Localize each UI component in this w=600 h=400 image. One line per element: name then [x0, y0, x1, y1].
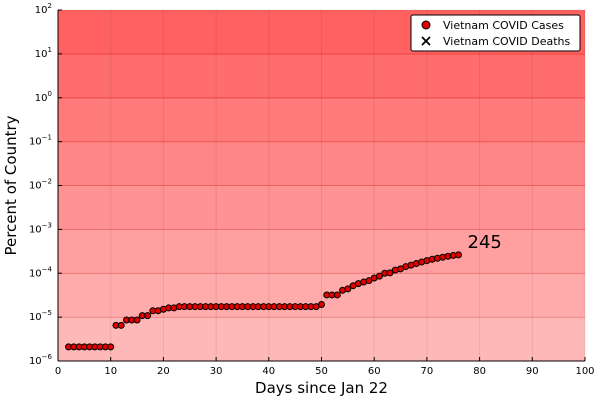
background-band — [58, 273, 585, 318]
background-band — [58, 317, 585, 362]
y-tick-label: 10−6 — [29, 353, 53, 367]
data-point — [375, 272, 383, 280]
y-tick-label: 102 — [35, 2, 52, 16]
y-tick-base: 10 — [35, 49, 48, 60]
y-tick-exponent: 0 — [48, 90, 52, 98]
y-tick-base: 10 — [29, 181, 42, 192]
legend-marker-x — [421, 36, 431, 46]
x-tick-label: 70 — [421, 366, 434, 377]
legend-marker-circle — [421, 20, 431, 30]
y-tick-exponent: −1 — [42, 134, 52, 142]
background-band — [58, 53, 585, 99]
x-tick-label: 80 — [473, 366, 486, 377]
x-tick-label: 50 — [315, 366, 328, 377]
x-tick-label: 60 — [368, 366, 381, 377]
legend-label: Vietnam COVID Cases — [443, 19, 564, 32]
y-tick-label: 10−1 — [29, 134, 52, 148]
x-tick-label: 90 — [526, 366, 539, 377]
y-tick-label: 10−3 — [29, 221, 52, 235]
data-point — [133, 316, 141, 324]
x-tick-label: 20 — [157, 366, 170, 377]
data-point — [117, 321, 125, 329]
y-tick-exponent: −5 — [42, 309, 52, 317]
data-point — [344, 285, 352, 293]
last-value-annotation: 245 — [468, 232, 502, 253]
x-tick-label: 10 — [104, 366, 117, 377]
x-tick-label: 30 — [210, 366, 223, 377]
legend-label: Vietnam COVID Deaths — [443, 35, 570, 48]
y-tick-label: 100 — [35, 90, 52, 104]
data-point — [144, 312, 152, 320]
y-tick-exponent: −4 — [42, 265, 53, 273]
y-tick-base: 10 — [35, 93, 48, 104]
x-tick-label: 0 — [55, 366, 61, 377]
y-tick-base: 10 — [35, 5, 48, 16]
y-tick-label: 10−4 — [29, 265, 53, 279]
legend-box — [410, 14, 581, 52]
y-tick-exponent: −2 — [42, 178, 52, 186]
background-band — [58, 185, 585, 230]
y-tick-exponent: −3 — [42, 221, 52, 229]
background-band — [58, 141, 585, 186]
data-point — [318, 300, 325, 308]
y-tick-label: 101 — [35, 46, 52, 60]
y-axis-title: Percent of Country — [2, 115, 20, 255]
background-band — [58, 229, 585, 274]
y-tick-base: 10 — [29, 224, 42, 235]
y-tick-base: 10 — [29, 312, 42, 323]
x-tick-label: 40 — [262, 366, 275, 377]
x-tick-label: 100 — [575, 366, 594, 377]
y-tick-label: 10−2 — [29, 178, 52, 192]
data-point — [386, 269, 394, 277]
y-tick-exponent: −6 — [42, 353, 53, 361]
x-axis-title: Days since Jan 22 — [255, 379, 388, 397]
background-band — [58, 97, 585, 143]
data-point — [333, 291, 341, 299]
y-tick-base: 10 — [29, 268, 42, 279]
data-point — [455, 251, 463, 259]
y-tick-exponent: 2 — [48, 2, 52, 10]
data-point — [107, 343, 115, 351]
y-tick-label: 10−5 — [29, 309, 52, 323]
y-tick-base: 10 — [29, 356, 42, 367]
y-tick-exponent: 1 — [48, 46, 52, 54]
y-tick-base: 10 — [29, 137, 42, 148]
